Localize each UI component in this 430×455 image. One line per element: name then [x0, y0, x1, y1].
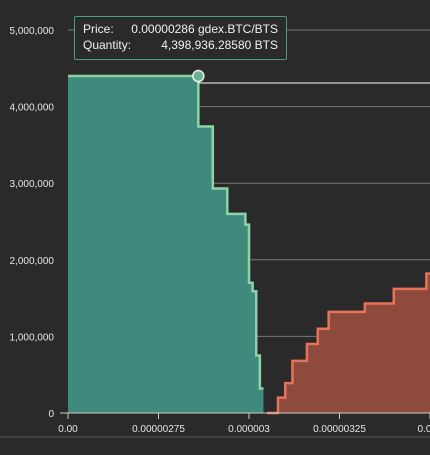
tooltip-price-row: Price: 0.00000286 gdex.BTC/BTS	[83, 21, 278, 37]
y-tick-label: 5,000,000	[10, 26, 55, 37]
hover-marker	[192, 69, 205, 83]
x-tick-label: 0.00000325	[313, 424, 366, 435]
bid-depth-area	[68, 76, 264, 413]
x-tick-label: 0.000	[417, 424, 430, 435]
x-tick-label: 0.00000275	[132, 424, 185, 435]
y-tick-label: 0	[48, 409, 54, 420]
ask-depth-area	[267, 273, 430, 413]
tooltip-quantity-value: 4,398,936.28580 BTS	[161, 38, 278, 52]
hover-tooltip: Price: 0.00000286 gdex.BTC/BTS Quantity:…	[74, 16, 287, 60]
y-tick-label: 4,000,000	[10, 103, 55, 114]
x-tick-label: 0.00	[58, 424, 78, 435]
bid-depth-line	[68, 74, 264, 390]
x-tick-label: 0.000003	[228, 424, 270, 435]
tooltip-quantity-row: Quantity: 4,398,936.28580 BTS	[83, 37, 278, 53]
y-tick-label: 2,000,000	[10, 256, 55, 267]
y-tick-label: 3,000,000	[10, 179, 55, 190]
tooltip-price-label: Price:	[83, 22, 114, 36]
tooltip-quantity-label: Quantity:	[83, 38, 132, 52]
y-tick-label: 1,000,000	[10, 332, 55, 343]
tooltip-price-value: 0.00000286 gdex.BTC/BTS	[131, 22, 278, 36]
ask-depth-line	[267, 272, 430, 415]
